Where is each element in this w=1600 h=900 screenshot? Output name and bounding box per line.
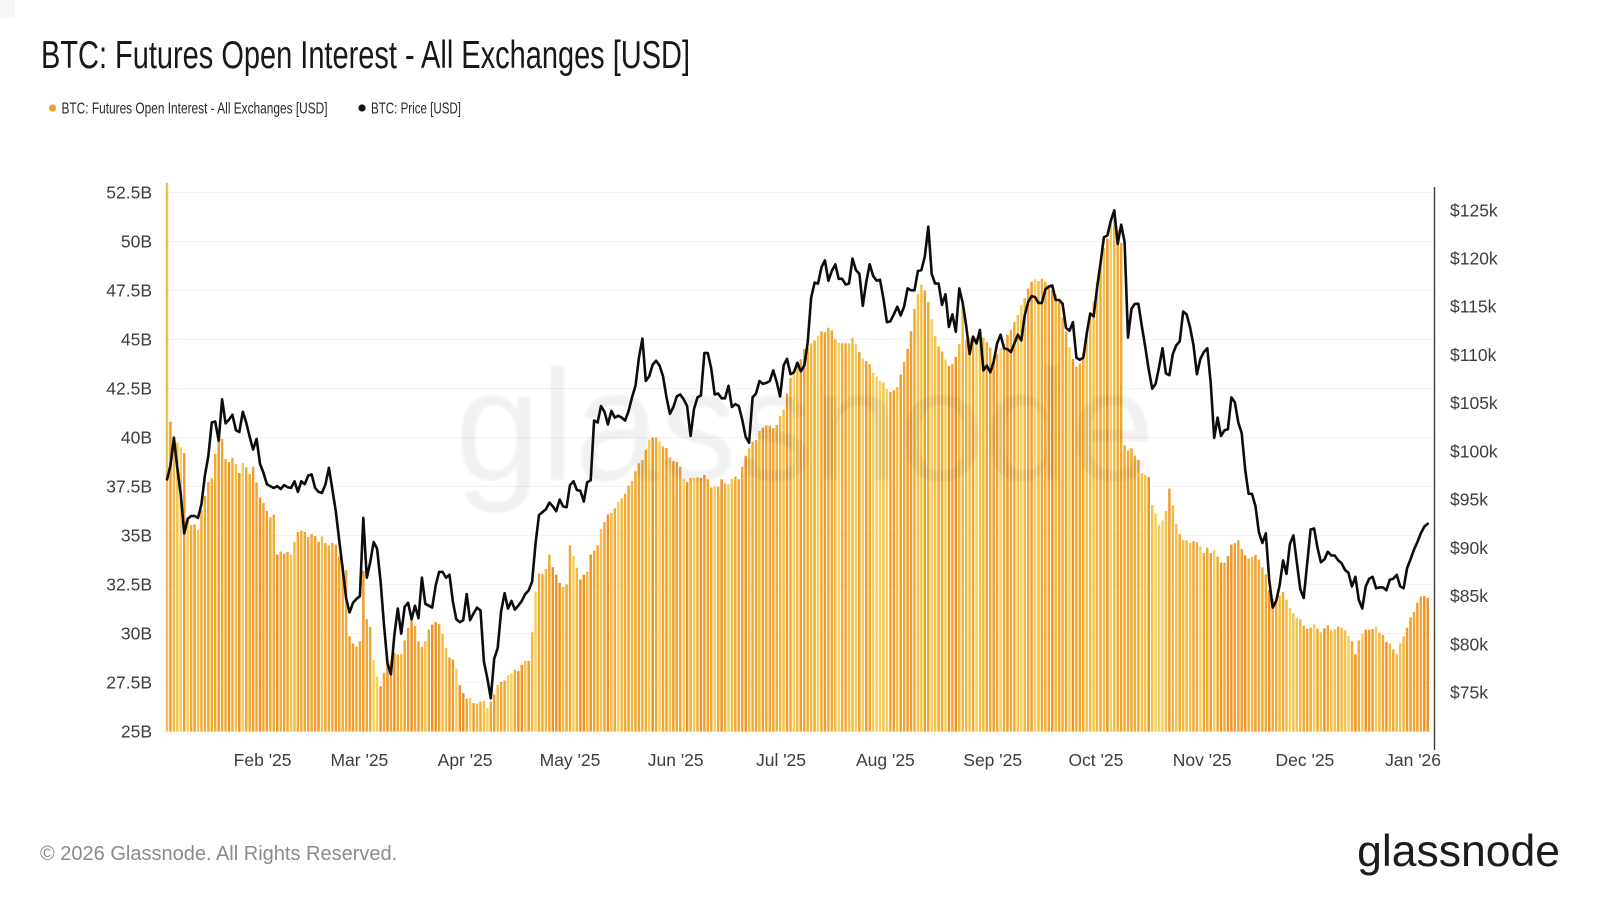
svg-text:Dec '25: Dec '25 (1276, 750, 1335, 770)
svg-text:$95k: $95k (1450, 490, 1488, 510)
svg-text:50B: 50B (121, 232, 152, 252)
svg-text:32.5B: 32.5B (106, 575, 152, 595)
svg-text:May '25: May '25 (540, 750, 601, 770)
svg-text:52.5B: 52.5B (106, 183, 152, 203)
svg-text:27.5B: 27.5B (106, 673, 152, 693)
svg-text:BTC: Price [USD]: BTC: Price [USD] (371, 101, 461, 118)
svg-text:$80k: $80k (1450, 634, 1488, 654)
svg-text:glassnode: glassnode (1357, 827, 1560, 876)
svg-text:$85k: $85k (1450, 586, 1488, 606)
svg-text:42.5B: 42.5B (106, 379, 152, 399)
svg-text:Feb '25: Feb '25 (234, 750, 292, 770)
svg-text:$90k: $90k (1450, 538, 1488, 558)
svg-text:$120k: $120k (1450, 249, 1498, 269)
svg-text:$105k: $105k (1450, 393, 1498, 413)
svg-text:Jun '25: Jun '25 (648, 750, 704, 770)
svg-text:40B: 40B (121, 428, 152, 448)
svg-text:© 2026 Glassnode. All Rights R: © 2026 Glassnode. All Rights Reserved. (40, 843, 397, 865)
svg-text:$110k: $110k (1450, 345, 1497, 365)
svg-text:Jan '26: Jan '26 (1385, 750, 1441, 770)
svg-text:Oct '25: Oct '25 (1068, 750, 1123, 770)
svg-text:37.5B: 37.5B (106, 477, 152, 497)
svg-text:$125k: $125k (1450, 200, 1498, 220)
svg-text:Jul '25: Jul '25 (756, 750, 806, 770)
svg-text:BTC: Futures Open Interest - A: BTC: Futures Open Interest - All Exchang… (41, 34, 690, 77)
svg-text:35B: 35B (121, 526, 152, 546)
svg-text:45B: 45B (121, 330, 152, 350)
svg-text:30B: 30B (121, 624, 152, 644)
svg-text:$100k: $100k (1450, 441, 1498, 461)
svg-text:$75k: $75k (1450, 683, 1488, 703)
svg-text:25B: 25B (121, 722, 152, 742)
svg-text:Sep '25: Sep '25 (963, 750, 1022, 770)
svg-text:BTC: Futures Open Interest - A: BTC: Futures Open Interest - All Exchang… (62, 101, 328, 118)
svg-text:47.5B: 47.5B (106, 281, 152, 301)
svg-text:Aug '25: Aug '25 (856, 750, 915, 770)
svg-text:Nov '25: Nov '25 (1173, 750, 1232, 770)
svg-text:$115k: $115k (1450, 297, 1497, 317)
svg-text:Mar '25: Mar '25 (330, 750, 388, 770)
svg-text:Apr '25: Apr '25 (438, 750, 493, 770)
